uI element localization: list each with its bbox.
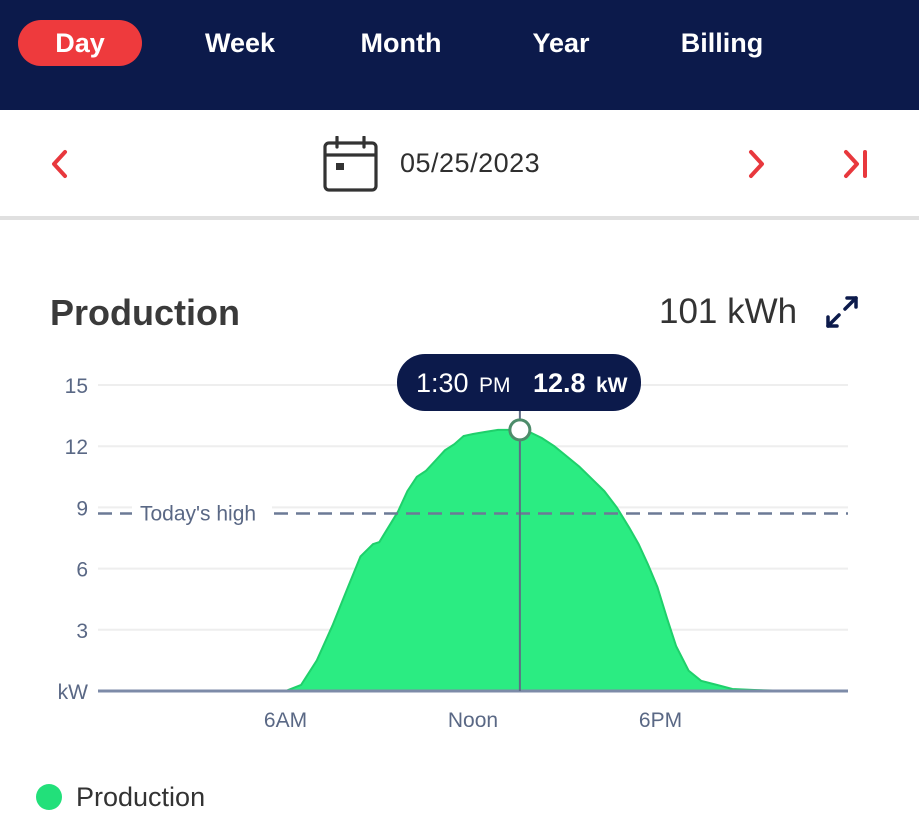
jump-to-latest-button[interactable] bbox=[838, 148, 872, 185]
highlight-point[interactable] bbox=[508, 418, 532, 442]
x-tick-label: 6AM bbox=[264, 709, 307, 732]
period-tab-bar: Day Week Month Year Billing bbox=[0, 0, 919, 110]
y-tick-label: 9 bbox=[76, 497, 88, 520]
y-tick-label: 6 bbox=[76, 559, 88, 582]
chevron-left-icon bbox=[52, 150, 67, 178]
skip-to-end-icon bbox=[844, 150, 867, 178]
x-tick-label: Noon bbox=[448, 709, 498, 732]
production-total: 101 kWh bbox=[659, 292, 798, 331]
calendar-button[interactable] bbox=[322, 135, 380, 199]
y-tick-label: kW bbox=[58, 681, 89, 704]
legend-production-swatch bbox=[36, 784, 62, 810]
x-tick-label: 6PM bbox=[639, 709, 682, 732]
tab-billing[interactable]: Billing bbox=[680, 28, 764, 58]
date-navigation-bar: 05/25/2023 bbox=[0, 110, 919, 220]
production-title: Production bbox=[50, 292, 240, 333]
tooltip-value: 12.8 bbox=[533, 368, 586, 398]
next-day-button[interactable] bbox=[740, 148, 772, 185]
selected-date[interactable]: 05/25/2023 bbox=[400, 148, 541, 178]
y-tick-label: 3 bbox=[76, 620, 88, 643]
tooltip-unit: kW bbox=[596, 374, 628, 397]
production-area bbox=[98, 428, 795, 692]
legend-production-label: Production bbox=[76, 782, 206, 812]
tab-week[interactable]: Week bbox=[204, 28, 276, 58]
y-tick-label: 12 bbox=[65, 436, 88, 459]
expand-chart-button[interactable] bbox=[824, 294, 860, 335]
previous-day-button[interactable] bbox=[44, 148, 76, 185]
tooltip-ampm: PM bbox=[479, 374, 511, 397]
tab-month[interactable]: Month bbox=[360, 28, 442, 58]
production-chart: kW 3 6 9 12 15 Today's high 6AM Noon 6PM 1:30 P… bbox=[58, 354, 848, 732]
calendar-icon bbox=[323, 135, 378, 192]
todays-high-label: Today's high bbox=[140, 503, 256, 526]
tooltip-time: 1:30 bbox=[416, 368, 469, 398]
tab-year[interactable]: Year bbox=[532, 28, 590, 58]
tooltip: 1:30 PM 12.8 kW bbox=[397, 354, 641, 411]
chevron-right-icon bbox=[749, 150, 764, 178]
tab-day[interactable]: Day bbox=[18, 20, 142, 66]
svg-text:1:30 PM 12.8: 1:30 PM 12.8 kW bbox=[416, 368, 628, 398]
y-tick-label: 15 bbox=[65, 375, 88, 398]
expand-icon bbox=[826, 296, 858, 328]
